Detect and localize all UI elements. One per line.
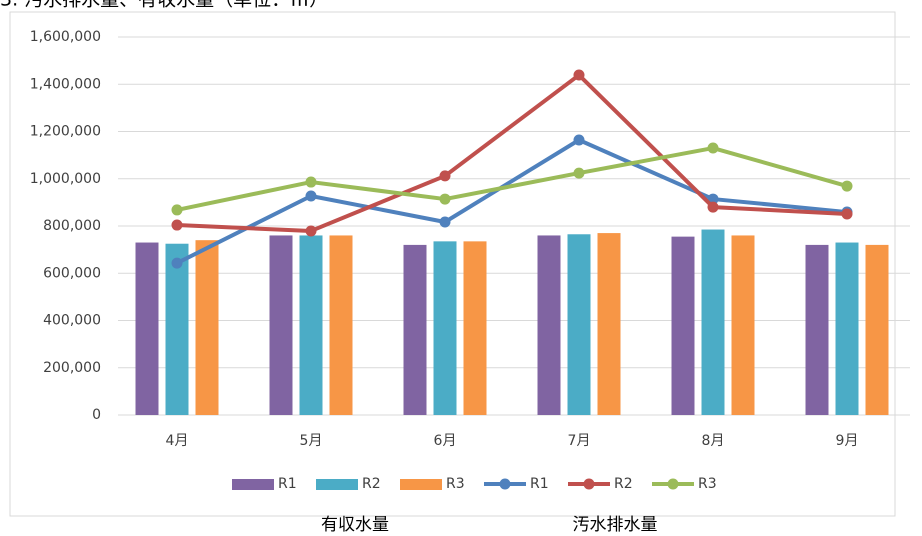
bar [135, 242, 159, 415]
y-tick-label: 0 [92, 407, 101, 423]
line-marker [439, 170, 451, 182]
bar [701, 229, 725, 415]
y-tick-label: 600,000 [43, 265, 101, 281]
line-marker [439, 193, 451, 205]
line [176, 138, 848, 265]
bar [165, 243, 189, 415]
legend-swatch [499, 478, 511, 490]
bar [537, 235, 561, 415]
x-tick-label: 8月 [702, 433, 725, 449]
line-marker [305, 190, 317, 202]
y-tick-label: 800,000 [43, 218, 101, 234]
bar [835, 242, 859, 415]
line-marker [573, 134, 585, 146]
legend-label: R3 [446, 476, 465, 492]
bar [597, 233, 621, 415]
legend-label: R1 [530, 476, 549, 492]
bar [195, 240, 219, 415]
legend-swatch [667, 478, 679, 490]
line-marker [573, 167, 585, 179]
bar [805, 244, 829, 415]
y-tick-label: 400,000 [43, 313, 101, 329]
bar [269, 235, 293, 415]
line-marker [171, 204, 183, 216]
line-marker [841, 180, 853, 192]
caption: 汚水排水量 [573, 515, 658, 535]
line-marker [707, 201, 719, 213]
bar [865, 244, 889, 415]
chart-title: 3. 汚水排水量、有収水量（単位：㎥） [0, 0, 328, 11]
line-marker [707, 142, 719, 154]
y-tick-label: 1,000,000 [30, 171, 101, 187]
legend-label: R3 [698, 476, 717, 492]
legend-label: R2 [362, 476, 381, 492]
y-tick-label: 1,400,000 [30, 76, 101, 92]
line-marker [171, 219, 183, 231]
y-tick-label: 1,600,000 [30, 29, 101, 45]
x-tick-label: 6月 [434, 433, 457, 449]
line [176, 73, 848, 233]
caption: 有収水量 [321, 515, 389, 535]
bar [403, 244, 427, 415]
chart-frame [9, 11, 896, 517]
legend-swatch [316, 479, 358, 490]
line-marker [841, 208, 853, 220]
legend-label: R1 [278, 476, 297, 492]
x-tick-label: 5月 [300, 433, 323, 449]
bar [299, 235, 323, 415]
x-tick-label: 7月 [568, 433, 591, 449]
y-tick-label: 200,000 [43, 360, 101, 376]
line-marker [305, 176, 317, 188]
legend-label: R2 [614, 476, 633, 492]
bar [671, 236, 695, 415]
bar [329, 235, 353, 415]
y-tick-label: 1,200,000 [30, 124, 101, 140]
line [176, 146, 848, 212]
bar [463, 241, 487, 415]
legend-swatch [400, 479, 442, 490]
bar [433, 241, 457, 415]
line-marker [171, 257, 183, 269]
line-marker [573, 69, 585, 81]
x-tick-label: 9月 [836, 433, 859, 449]
legend-swatch [232, 479, 274, 490]
bar [731, 235, 755, 415]
bar [567, 234, 591, 415]
line-marker [305, 225, 317, 237]
x-tick-label: 4月 [166, 433, 189, 449]
line-marker [439, 216, 451, 228]
legend-swatch [583, 478, 595, 490]
